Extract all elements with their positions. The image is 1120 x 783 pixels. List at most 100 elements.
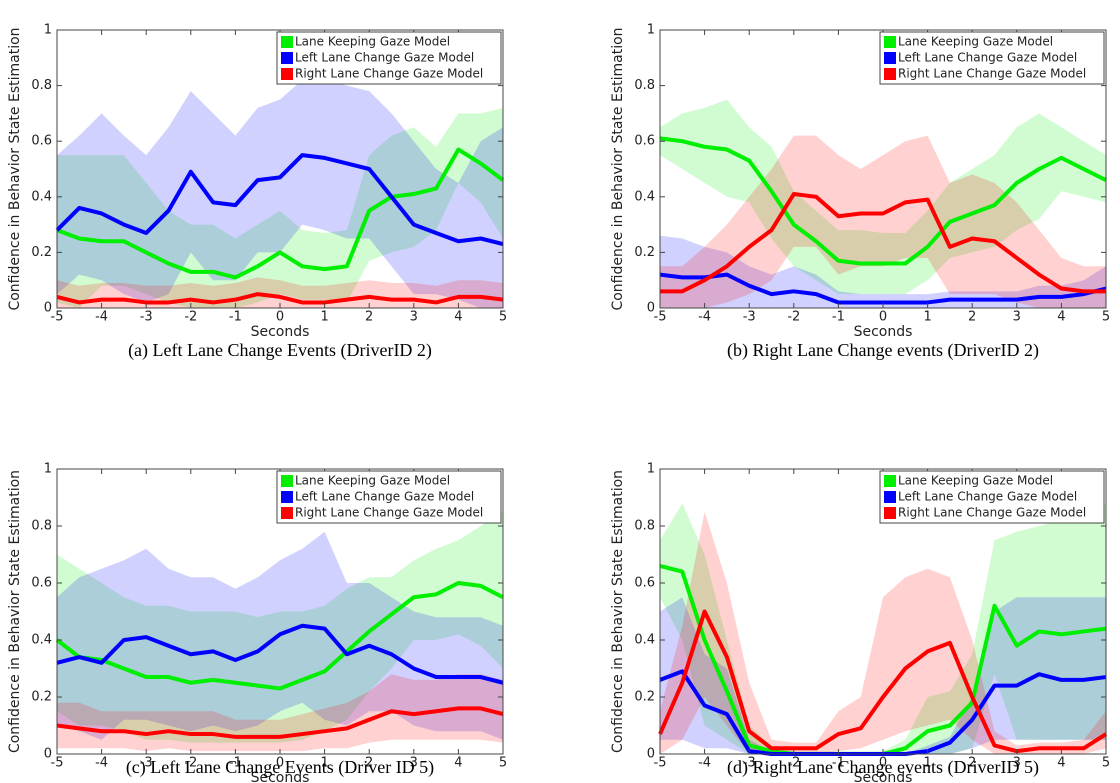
- x-tick-label: 5: [1102, 756, 1110, 771]
- x-tick-label: -1: [832, 756, 845, 771]
- legend-label: Right Lane Change Gaze Model: [898, 67, 1086, 81]
- x-tick-label: 3: [1013, 310, 1021, 325]
- caption: (d) Right Lane Change events (DriverID 5…: [727, 757, 1039, 778]
- confidence-band: [660, 503, 1106, 754]
- x-tick-label: 4: [1057, 756, 1065, 771]
- y-tick-label: 0.8: [31, 519, 52, 534]
- legend-label: Lane Keeping Gaze Model: [295, 35, 450, 49]
- y-tick-label: 0.8: [634, 78, 655, 93]
- y-tick-label: 0.6: [31, 576, 52, 591]
- y-tick-label: 1: [647, 23, 655, 38]
- x-tick-label: 0: [879, 310, 887, 325]
- y-tick-label: 0: [44, 747, 52, 762]
- x-tick-label: 0: [276, 756, 284, 771]
- confidence-band: [57, 511, 503, 743]
- x-tick-label: 0: [879, 756, 887, 771]
- series-line: [55, 153, 504, 247]
- legend-label: Lane Keeping Gaze Model: [898, 35, 1053, 49]
- confidence-band: [57, 80, 503, 308]
- x-tick-label: 1: [923, 310, 931, 325]
- confidence-band: [660, 235, 1106, 308]
- legend-swatch: [884, 475, 896, 487]
- legend-box: [879, 470, 1105, 524]
- x-tick-label: 2: [968, 756, 976, 771]
- x-tick-label: 2: [365, 756, 373, 771]
- legend-swatch: [884, 36, 896, 48]
- x-tick-label: 2: [365, 310, 373, 325]
- y-tick-label: 0.8: [634, 519, 655, 534]
- x-tick-label: -4: [698, 310, 711, 325]
- y-tick-label: 1: [44, 462, 52, 477]
- y-tick-label: 0.6: [31, 134, 52, 149]
- y-tick-label: 0.2: [31, 245, 52, 260]
- x-axis-label: Seconds: [251, 770, 310, 783]
- y-tick-label: 0.4: [634, 633, 655, 648]
- legend-label: Right Lane Change Gaze Model: [898, 506, 1086, 520]
- y-tick-label: 0.8: [31, 78, 52, 93]
- panel: 0 0.2 0.4 0.6 0.8 1 -5 -4 -3 -2 -1 0 1 2 3 4 5 Seconds Con…: [610, 23, 1110, 362]
- x-tick-label: 5: [1102, 310, 1110, 325]
- legend-swatch: [281, 475, 293, 487]
- legend-swatch: [281, 36, 293, 48]
- x-tick-label: 3: [1013, 756, 1021, 771]
- confidence-band: [57, 107, 503, 308]
- confidence-band: [660, 597, 1106, 754]
- legend-label: Left Lane Change Gaze Model: [898, 490, 1077, 504]
- series-line: [55, 581, 504, 691]
- legend-label: Left Lane Change Gaze Model: [295, 51, 474, 65]
- x-axis-label: Seconds: [854, 770, 913, 783]
- panel: 0 0.2 0.4 0.6 0.8 1 -5 -4 -3 -2 -1 0 1 2 3 4 5 Seconds Con…: [610, 462, 1110, 783]
- legend-swatch: [281, 507, 293, 519]
- x-tick-label: -3: [140, 310, 153, 325]
- y-tick-label: 0.2: [31, 690, 52, 705]
- legend-label: Right Lane Change Gaze Model: [295, 67, 483, 81]
- y-tick-label: 0.4: [31, 189, 52, 204]
- legend-swatch: [281, 491, 293, 503]
- x-tick-label: 4: [1057, 310, 1065, 325]
- confidence-band: [660, 135, 1106, 308]
- legend-swatch: [884, 491, 896, 503]
- legend-swatch: [281, 52, 293, 64]
- y-tick-label: 0.6: [634, 576, 655, 591]
- y-tick-label: 1: [647, 462, 655, 477]
- x-tick-label: -4: [698, 756, 711, 771]
- y-axis-label: Confidence in Behavior State Estimation: [7, 27, 23, 310]
- x-tick-label: -2: [787, 310, 800, 325]
- x-tick-label: -3: [743, 310, 756, 325]
- x-axis-label: Seconds: [854, 324, 913, 340]
- x-tick-label: 0: [276, 310, 284, 325]
- y-tick-label: 0.2: [634, 690, 655, 705]
- x-tick-label: -5: [51, 310, 64, 325]
- x-tick-label: -3: [743, 756, 756, 771]
- series-line: [56, 623, 504, 685]
- series-line: [659, 136, 1107, 266]
- x-tick-label: 4: [454, 310, 462, 325]
- legend-box: [276, 470, 502, 524]
- legend-label: Lane Keeping Gaze Model: [898, 474, 1053, 488]
- y-tick-label: 0: [44, 301, 52, 316]
- x-tick-label: 3: [410, 756, 418, 771]
- x-tick-label: 1: [320, 310, 328, 325]
- x-tick-label: -4: [95, 756, 108, 771]
- x-tick-label: -3: [140, 756, 153, 771]
- x-tick-label: -2: [184, 756, 197, 771]
- x-tick-label: 1: [923, 756, 931, 771]
- legend-box: [276, 31, 502, 85]
- legend-label: Left Lane Change Gaze Model: [295, 490, 474, 504]
- y-tick-label: 0: [647, 747, 655, 762]
- x-tick-label: -4: [95, 310, 108, 325]
- y-tick-label: 0.6: [634, 134, 655, 149]
- y-axis-label: Confidence in Behavior State Estimation: [7, 470, 23, 753]
- y-tick-label: 0.2: [634, 245, 655, 260]
- y-tick-label: 0.4: [634, 189, 655, 204]
- x-tick-label: -5: [654, 756, 667, 771]
- x-tick-label: 5: [499, 756, 507, 771]
- legend-label: Left Lane Change Gaze Model: [898, 51, 1077, 65]
- panel: 0 0.2 0.4 0.6 0.8 1 -5 -4 -3 -2 -1 0 1 2 3 4 5 Seconds Con…: [7, 23, 507, 362]
- x-tick-label: 2: [968, 310, 976, 325]
- x-tick-label: 1: [320, 756, 328, 771]
- y-axis-label: Confidence in Behavior State Estimation: [610, 470, 626, 753]
- x-tick-label: -5: [654, 310, 667, 325]
- series-line: [56, 292, 504, 305]
- x-tick-label: -2: [787, 756, 800, 771]
